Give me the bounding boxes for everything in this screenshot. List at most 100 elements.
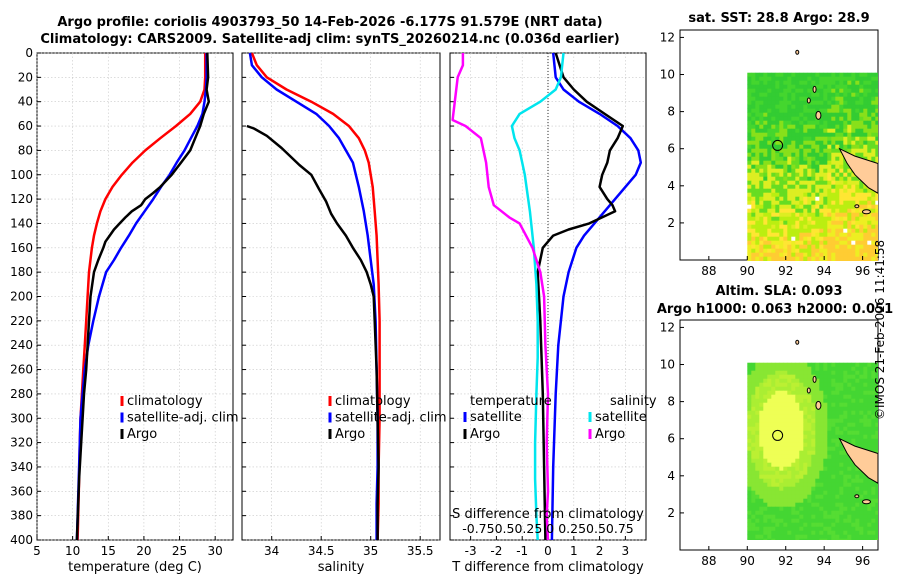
map-cell — [867, 446, 872, 451]
map-cell — [747, 530, 752, 535]
map-cell — [827, 240, 832, 245]
map-cell — [851, 510, 856, 515]
map-cell — [799, 438, 804, 443]
map-cell — [759, 362, 764, 367]
map-cell — [795, 208, 800, 213]
map-cell — [759, 240, 764, 245]
map-cell — [747, 108, 752, 113]
map-cell — [839, 458, 844, 463]
map-cell — [835, 430, 840, 435]
map-cell — [839, 236, 844, 241]
map-cell — [847, 72, 852, 77]
map-cell — [847, 212, 852, 217]
map-cell — [811, 116, 816, 121]
map-cell — [851, 216, 856, 221]
map-cell — [779, 164, 784, 169]
map-cell — [831, 156, 836, 161]
map-cell — [783, 410, 788, 415]
map-cell — [863, 442, 868, 447]
map-cell — [779, 406, 784, 411]
map-cell — [815, 470, 820, 475]
map-cell — [759, 76, 764, 81]
map-cell — [759, 482, 764, 487]
map-cell — [847, 370, 852, 375]
map-cell — [875, 104, 878, 109]
map-cell — [827, 486, 832, 491]
map-cell — [767, 204, 772, 209]
map-cell — [751, 252, 756, 257]
map-cell — [863, 200, 868, 205]
map-cell — [779, 248, 784, 253]
map-cell — [755, 518, 760, 523]
map-cell — [835, 244, 840, 249]
map-cell — [803, 502, 808, 507]
map-cell — [763, 418, 768, 423]
map-cell — [811, 224, 816, 229]
x-tick-label: 92 — [778, 264, 793, 278]
map-cell — [755, 370, 760, 375]
map-cell — [759, 104, 764, 109]
map-cell — [859, 120, 864, 125]
map-cell — [839, 136, 844, 141]
map-cell — [871, 116, 876, 121]
map-cell — [783, 422, 788, 427]
map-cell — [855, 120, 860, 125]
map-cell — [775, 510, 780, 515]
map-cell — [783, 252, 788, 257]
map-cell — [791, 450, 796, 455]
map-cell — [771, 168, 776, 173]
map-cell — [775, 76, 780, 81]
map-cell — [811, 244, 816, 249]
map-cell — [855, 366, 860, 371]
map-cell — [855, 478, 860, 483]
map-cell — [795, 140, 800, 145]
map-cell — [843, 486, 848, 491]
map-cell — [807, 76, 812, 81]
map-cell — [827, 236, 832, 241]
map-cell — [855, 382, 860, 387]
map-cell — [779, 530, 784, 535]
map-cell — [811, 160, 816, 165]
map-cell — [851, 414, 856, 419]
map-cell — [767, 502, 772, 507]
map-cell — [867, 486, 872, 491]
map-cell — [803, 132, 808, 137]
map-cell — [775, 534, 780, 539]
map-cell — [759, 538, 764, 540]
map-cell — [811, 478, 816, 483]
map-cell — [819, 514, 824, 519]
map-cell — [871, 374, 876, 379]
map-cell — [839, 216, 844, 221]
map-cell — [791, 220, 796, 225]
map-cell — [871, 506, 876, 511]
map-cell — [875, 506, 878, 511]
map-cell — [815, 498, 820, 503]
map-cell — [779, 466, 784, 471]
map-cell — [751, 438, 756, 443]
map-cell — [843, 454, 848, 459]
map-cell — [855, 252, 860, 257]
map-cell — [775, 450, 780, 455]
map-cell — [847, 104, 852, 109]
map-cell — [747, 184, 752, 189]
map-cell — [803, 374, 808, 379]
map-cell — [783, 92, 788, 97]
map-cell — [783, 212, 788, 217]
map-cell — [811, 256, 816, 261]
map-cell — [795, 80, 800, 85]
map-cell — [855, 414, 860, 419]
map-cell — [767, 366, 772, 371]
sla-map-title-1: Altim. SLA: 0.093 — [716, 284, 843, 299]
map-cell — [819, 228, 824, 233]
map-cell — [843, 184, 848, 189]
map-cell — [819, 510, 824, 515]
map-cell — [831, 88, 836, 93]
map-cell — [827, 84, 832, 89]
map-cell — [807, 438, 812, 443]
map-cell — [827, 454, 832, 459]
map-cell — [871, 108, 876, 113]
map-cell — [827, 386, 832, 391]
map-cell — [807, 172, 812, 177]
map-cell — [795, 498, 800, 503]
map-cell — [807, 442, 812, 447]
